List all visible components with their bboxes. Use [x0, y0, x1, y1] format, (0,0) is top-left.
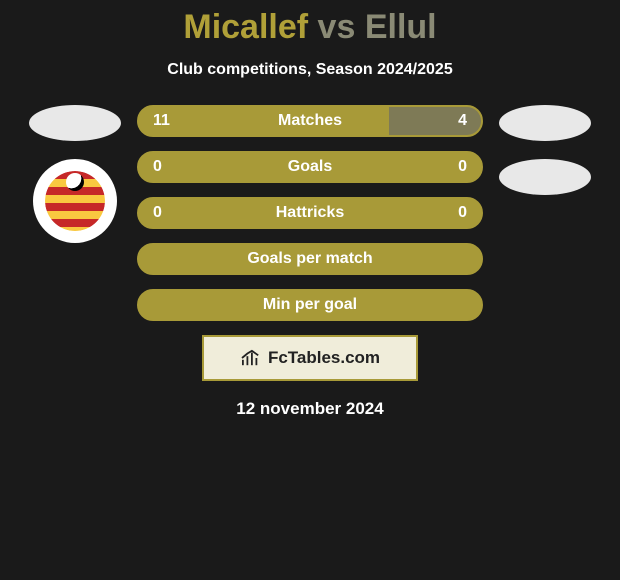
right-column	[499, 105, 591, 195]
stat-label: Goals	[139, 158, 481, 176]
stat-label: Min per goal	[139, 296, 481, 314]
page-title: Micallef vs Ellul	[0, 8, 620, 47]
main-row: 11Matches40Goals00Hattricks0Goals per ma…	[0, 105, 620, 321]
subtitle: Club competitions, Season 2024/2025	[0, 61, 620, 79]
left-column	[29, 105, 121, 243]
player2-club-badge-placeholder	[499, 159, 591, 195]
title-player1: Micallef	[183, 8, 308, 46]
stats-column: 11Matches40Goals00Hattricks0Goals per ma…	[137, 105, 483, 321]
player1-photo-placeholder	[29, 105, 121, 141]
infographic-root: Micallef vs Ellul Club competitions, Sea…	[0, 0, 620, 419]
player1-club-badge	[33, 159, 117, 243]
stat-bar: Min per goal	[137, 289, 483, 321]
stat-value-right: 4	[458, 112, 467, 130]
stat-value-left: 11	[153, 112, 170, 130]
stat-bar: 0Goals0	[137, 151, 483, 183]
stat-label: Hattricks	[139, 204, 481, 222]
chart-icon	[240, 349, 262, 367]
date-line: 12 november 2024	[0, 399, 620, 419]
brand-text: FcTables.com	[268, 348, 380, 368]
stat-value-right: 0	[458, 204, 467, 222]
stat-label: Matches	[139, 112, 481, 130]
stat-bar: Goals per match	[137, 243, 483, 275]
player2-photo-placeholder	[499, 105, 591, 141]
brand-attribution: FcTables.com	[202, 335, 418, 381]
club-badge-icon	[45, 171, 105, 231]
stat-value-left: 0	[153, 158, 162, 176]
title-player2: Ellul	[365, 8, 437, 46]
title-vs: vs	[318, 8, 356, 46]
stat-bar: 0Hattricks0	[137, 197, 483, 229]
stat-label: Goals per match	[139, 250, 481, 268]
stat-value-left: 0	[153, 204, 162, 222]
stat-value-right: 0	[458, 158, 467, 176]
stat-bar: 11Matches4	[137, 105, 483, 137]
